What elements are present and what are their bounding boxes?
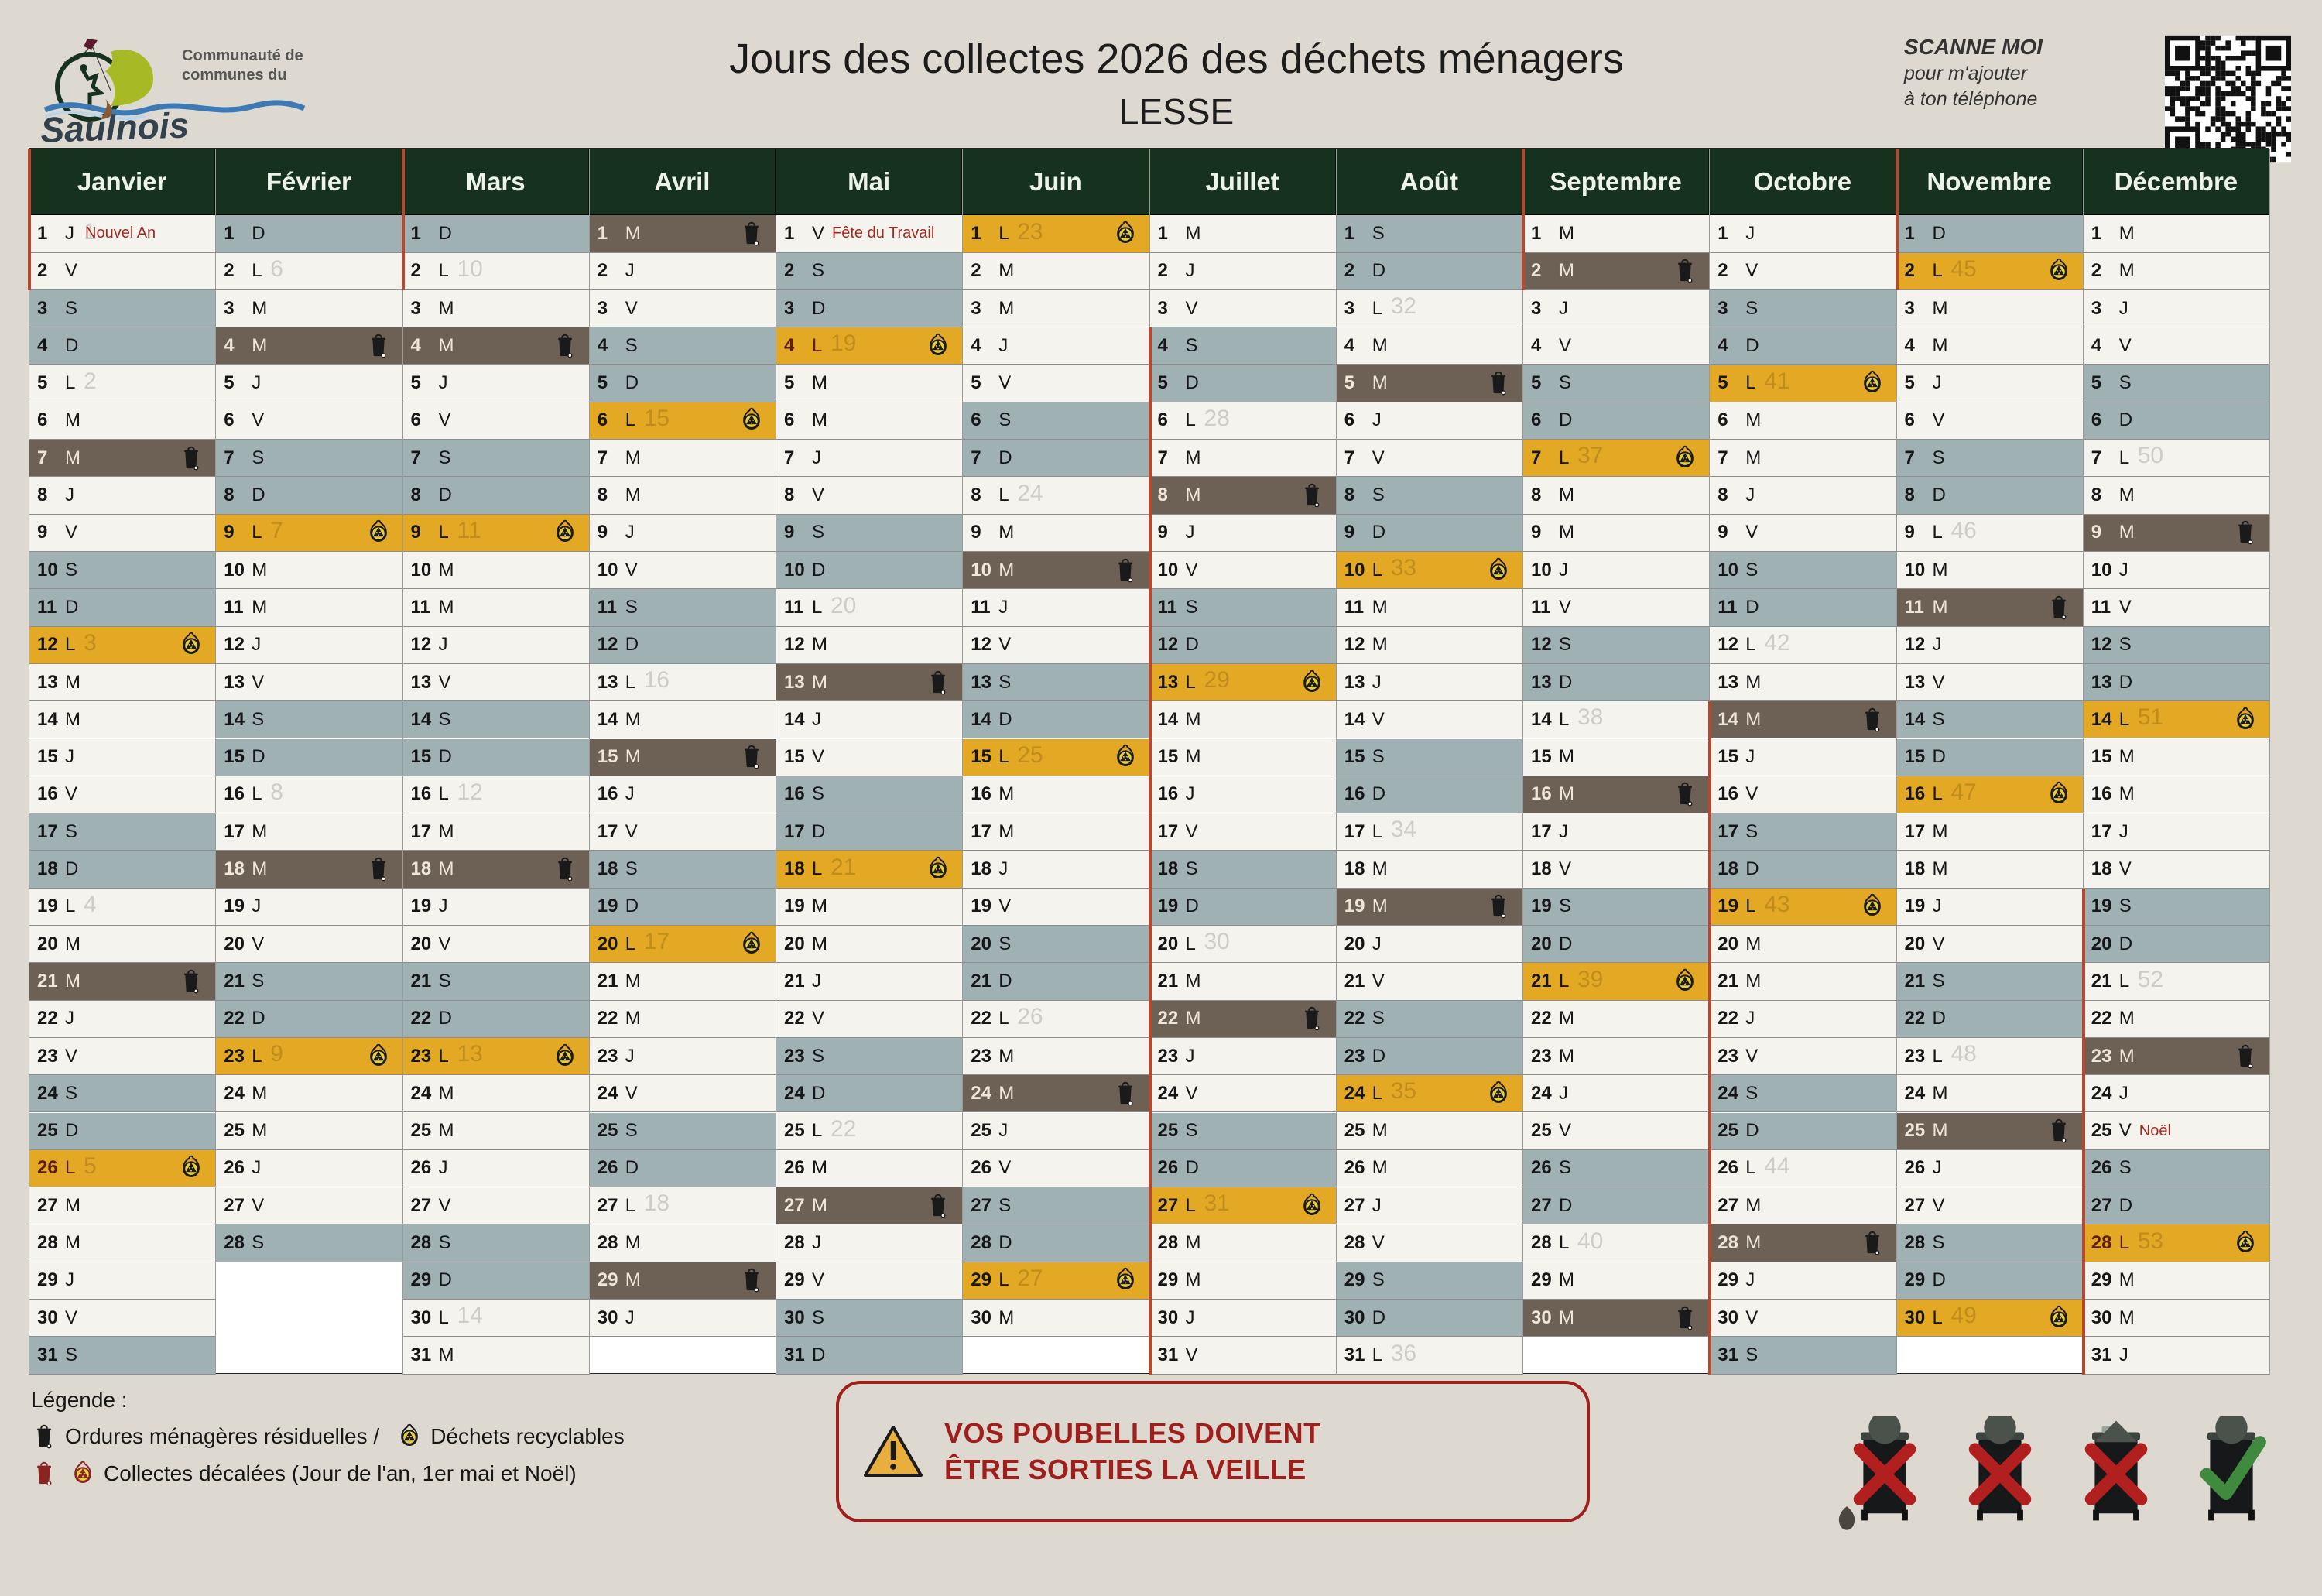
svg-text:Saulnois: Saulnois [40,104,190,149]
